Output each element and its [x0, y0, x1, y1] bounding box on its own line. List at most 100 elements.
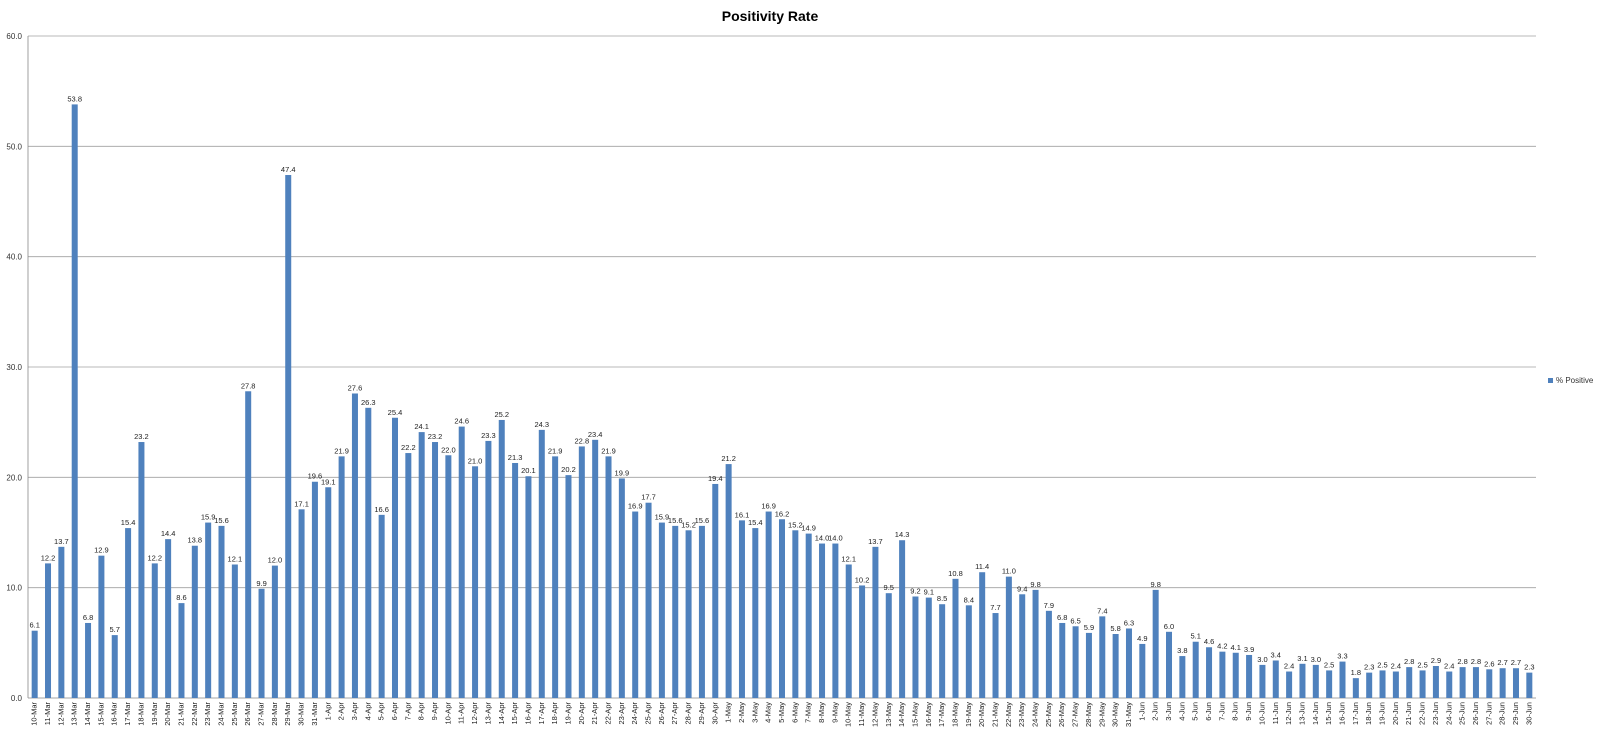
x-tick-label: 18-Apr [550, 702, 559, 725]
bar [845, 564, 852, 698]
x-tick-label: 17-Apr [537, 702, 546, 725]
x-tick-label: 23-May [1017, 702, 1026, 727]
x-tick-label: 25-May [1044, 702, 1053, 727]
bar [819, 543, 826, 698]
x-tick-label: 15-May [910, 702, 919, 727]
x-tick-label: 19-May [964, 702, 973, 727]
y-axis-tick-labels: 0.0 10.0 20.0 30.0 40.0 50.0 60.0 [6, 32, 22, 703]
data-label: 23.4 [588, 430, 603, 439]
bar [939, 604, 946, 698]
x-tick-label: 18-Mar [136, 702, 145, 726]
x-tick-label: 28-Mar [270, 702, 279, 726]
x-tick-label: 21-May [991, 702, 1000, 727]
bar [952, 578, 959, 698]
data-label: 5.8 [1110, 624, 1120, 633]
data-label: 16.9 [761, 502, 776, 511]
x-tick-label: 2-May [737, 702, 746, 723]
x-tick-label: 2-Apr [337, 702, 346, 721]
bar [979, 572, 986, 698]
data-label: 2.5 [1377, 660, 1387, 669]
data-label: 3.9 [1244, 645, 1254, 654]
data-label: 20.1 [521, 466, 536, 475]
data-label: 14.0 [828, 534, 843, 543]
data-label: 21.2 [721, 454, 736, 463]
bar [218, 525, 225, 698]
legend-label: % Positive [1556, 376, 1594, 385]
bar [1232, 652, 1239, 698]
data-label: 13.7 [54, 537, 69, 546]
data-label: 20.2 [561, 465, 576, 474]
x-tick-label: 28-Apr [684, 702, 693, 725]
bar [485, 440, 492, 698]
x-tick-label: 21-Apr [590, 702, 599, 725]
data-label: 2.8 [1471, 657, 1481, 666]
x-tick-label: 25-Mar [230, 702, 239, 726]
data-label: 16.9 [628, 502, 643, 511]
bar [578, 446, 585, 698]
bar [805, 533, 812, 698]
bar [378, 514, 385, 698]
x-tick-label: 11-Mar [43, 702, 52, 726]
bar [285, 175, 292, 698]
data-label: 22.0 [441, 445, 456, 454]
data-label: 9.5 [884, 583, 894, 592]
x-tick-label: 22-May [1004, 702, 1013, 727]
bar [778, 519, 786, 698]
bar [658, 522, 665, 698]
data-label: 6.8 [83, 613, 93, 622]
bar [258, 588, 265, 698]
data-label: 21.0 [468, 456, 483, 465]
data-label: 12.2 [41, 553, 56, 562]
data-label: 12.1 [228, 554, 243, 563]
bar [1112, 634, 1119, 698]
x-tick-label: 22-Mar [190, 702, 199, 726]
bar [592, 439, 599, 698]
data-label: 5.9 [1084, 623, 1094, 632]
data-label: 5.1 [1190, 632, 1200, 641]
bar [992, 613, 999, 698]
x-tick-label: 30-May [1111, 702, 1120, 727]
data-label: 2.4 [1284, 662, 1294, 671]
data-label: 2.5 [1324, 660, 1334, 669]
x-tick-label: 29-May [1097, 702, 1106, 727]
x-tick-label: 7-Jun [1217, 702, 1226, 721]
bar [1352, 678, 1359, 698]
x-tick-label: 7-May [804, 702, 813, 723]
x-tick-label: 7-Apr [403, 702, 412, 721]
bar [151, 563, 158, 698]
x-tick-label: 20-May [977, 702, 986, 727]
bar [1432, 666, 1439, 698]
bar [351, 393, 358, 698]
bar [912, 596, 919, 698]
bar [1392, 671, 1399, 698]
data-label: 26.3 [361, 398, 376, 407]
bar [1085, 632, 1092, 698]
bar [458, 426, 465, 698]
chart-title: Positivity Rate [721, 8, 819, 24]
x-tick-label: 20-Apr [577, 702, 586, 725]
bar [165, 539, 172, 698]
bar [605, 456, 612, 698]
data-label: 14.9 [801, 524, 816, 533]
x-tick-label: 22-Jun [1418, 702, 1427, 725]
x-tick-label: 29-Apr [697, 702, 706, 725]
data-label: 16.1 [735, 510, 750, 519]
x-tick-label: 24-Mar [217, 702, 226, 726]
bar [725, 464, 732, 698]
bar [1139, 643, 1146, 698]
x-tick-label: 8-Apr [417, 702, 426, 721]
x-tick-label: 11-Apr [457, 702, 466, 724]
bar [125, 528, 132, 698]
bar [765, 511, 772, 698]
x-tick-label: 19-Mar [150, 702, 159, 726]
data-label: 3.4 [1271, 650, 1281, 659]
x-tick-label: 8-May [817, 702, 826, 723]
legend: % Positive [1548, 376, 1593, 385]
x-tick-label: 3-May [750, 702, 759, 723]
bar [1446, 671, 1453, 698]
x-tick-label: 21-Mar [176, 702, 185, 726]
data-label: 17.1 [294, 499, 309, 508]
data-label: 12.1 [841, 554, 856, 563]
bar [418, 432, 425, 698]
data-label: 2.8 [1404, 657, 1414, 666]
